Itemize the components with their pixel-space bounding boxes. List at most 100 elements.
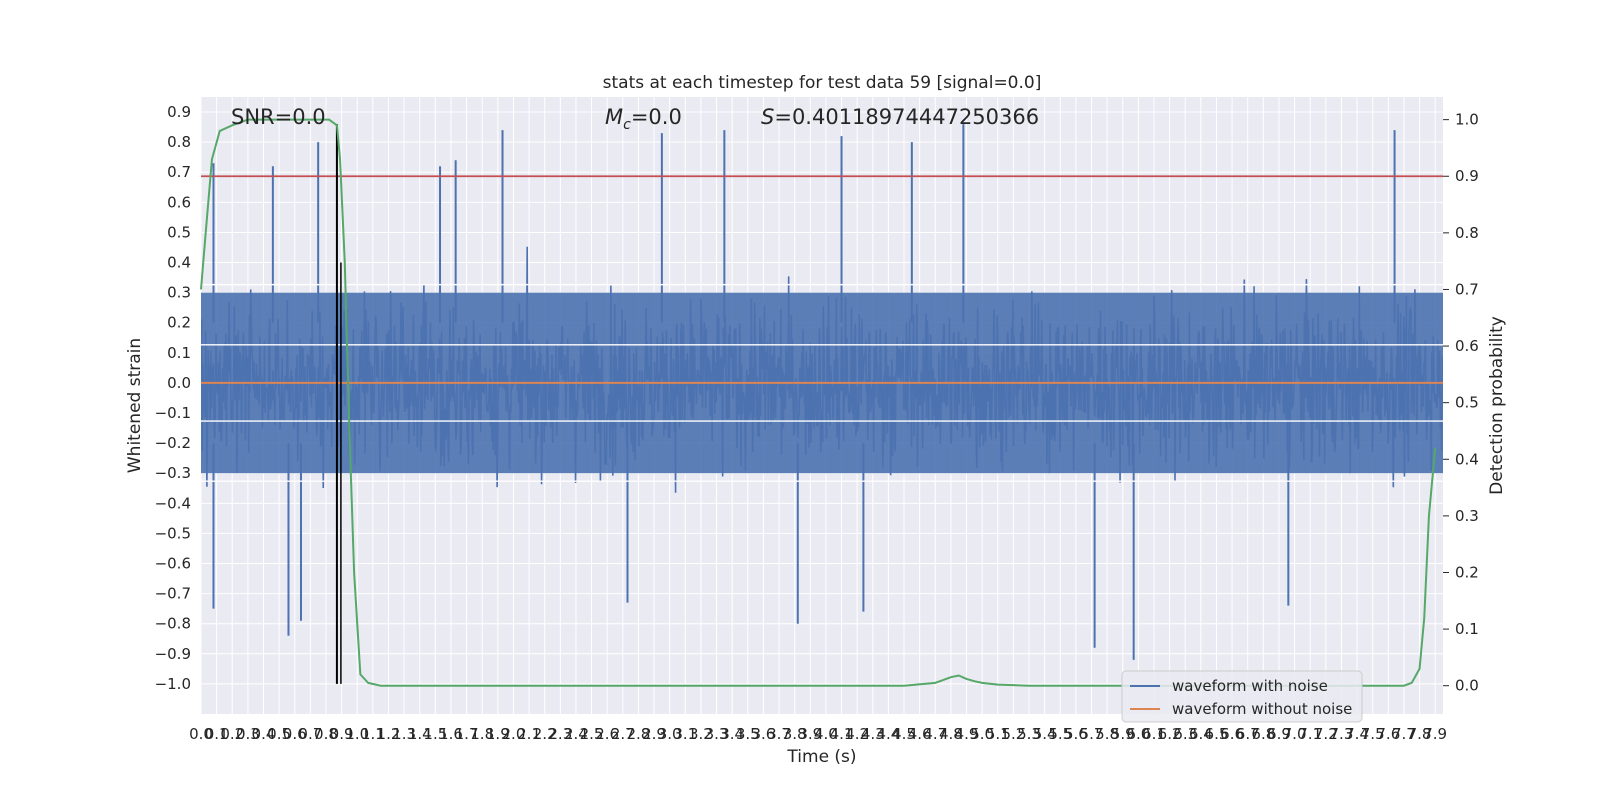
y-tick-label: 0.4 (167, 254, 191, 272)
x-tick-label: 4.3 (861, 725, 885, 743)
x-tick-label: 2.6 (595, 725, 619, 743)
y-tick-label: −0.6 (155, 555, 191, 573)
chart-title: stats at each timestep for test data 59 … (603, 73, 1042, 93)
x-tick-label: 6.3 (1173, 725, 1197, 743)
x-tick-label: 0.0 (189, 725, 213, 743)
x-tick-label: 3.5 (736, 725, 760, 743)
x-tick-label: 5.4 (1033, 725, 1057, 743)
y-tick-label: 0.1 (167, 344, 191, 362)
x-tick-label: 6.0 (1126, 725, 1150, 743)
ticks-layer: 0.00.10.20.30.40.50.60.70.80.91.01.11.21… (155, 103, 1479, 743)
x-tick-label: 5.9 (1111, 725, 1135, 743)
x-tick-label: 6.2 (1158, 725, 1182, 743)
x-tick-label: 5.1 (986, 725, 1010, 743)
mc-symbol: M (605, 105, 623, 129)
y2-tick-label: 0.2 (1455, 563, 1479, 581)
x-tick-label: 3.2 (689, 725, 713, 743)
x-tick-label: 7.2 (1314, 725, 1338, 743)
y-tick-label: −0.3 (155, 464, 191, 482)
y-tick-label: −0.7 (155, 585, 191, 603)
x-tick-label: 7.1 (1298, 725, 1322, 743)
x-tick-label: 4.1 (830, 725, 854, 743)
x-tick-label: 2.2 (533, 725, 557, 743)
x-axis-label: Time (s) (786, 747, 856, 767)
x-tick-label: 0.3 (236, 725, 260, 743)
x-tick-label: 2.8 (627, 725, 651, 743)
x-tick-label: 2.3 (548, 725, 572, 743)
x-tick-label: 4.5 (892, 725, 916, 743)
x-tick-label: 2.9 (642, 725, 666, 743)
x-tick-label: 0.9 (330, 725, 354, 743)
y-tick-label: 0.8 (167, 133, 191, 151)
x-tick-label: 7.6 (1376, 725, 1400, 743)
x-tick-label: 1.0 (345, 725, 369, 743)
y-tick-label: 0.3 (167, 284, 191, 302)
y2-tick-label: 0.6 (1455, 337, 1479, 355)
x-tick-label: 0.1 (205, 725, 229, 743)
y2-tick-label: 0.9 (1455, 167, 1479, 185)
x-tick-label: 3.4 (720, 725, 744, 743)
x-tick-label: 5.3 (1017, 725, 1041, 743)
x-tick-label: 1.2 (377, 725, 401, 743)
x-tick-label: 5.0 (970, 725, 994, 743)
x-tick-label: 1.3 (392, 725, 416, 743)
y2-axis-label: Detection probability (1487, 316, 1507, 495)
y-tick-label: −1.0 (155, 675, 191, 693)
x-tick-label: 6.8 (1251, 725, 1275, 743)
x-tick-label: 1.5 (423, 725, 447, 743)
x-tick-label: 2.0 (502, 725, 526, 743)
x-tick-label: 4.4 (876, 725, 900, 743)
mc-subscript: c (623, 117, 631, 133)
legend-box (1121, 670, 1363, 723)
x-tick-label: 5.6 (1064, 725, 1088, 743)
y2-tick-label: 0.4 (1455, 450, 1479, 468)
legend: waveform with noise waveform without noi… (1121, 670, 1363, 723)
y2-tick-label: 0.0 (1455, 677, 1479, 695)
y-tick-label: 0.6 (167, 193, 191, 211)
x-tick-label: 2.5 (580, 725, 604, 743)
s-symbol: S (761, 105, 774, 129)
x-tick-label: 7.8 (1408, 725, 1432, 743)
x-tick-label: 0.4 (252, 725, 276, 743)
legend-entry-waveform-without-noise: waveform without noise (1172, 700, 1352, 718)
x-tick-label: 1.4 (408, 725, 432, 743)
y-tick-label: −0.1 (155, 404, 191, 422)
x-tick-label: 3.3 (705, 725, 729, 743)
x-tick-label: 4.0 (814, 725, 838, 743)
y2-tick-label: 0.1 (1455, 620, 1479, 638)
x-tick-label: 5.8 (1095, 725, 1119, 743)
y-tick-label: 0.7 (167, 163, 191, 181)
x-tick-label: 3.9 (798, 725, 822, 743)
y-tick-label: −0.5 (155, 524, 191, 542)
x-tick-label: 4.8 (939, 725, 963, 743)
x-tick-label: 6.5 (1205, 725, 1229, 743)
x-tick-label: 7.4 (1345, 725, 1369, 743)
x-tick-label: 2.7 (611, 725, 635, 743)
x-tick-label: 1.9 (486, 725, 510, 743)
x-tick-label: 4.7 (923, 725, 947, 743)
x-tick-label: 2.1 (517, 725, 541, 743)
mc-annotation: Mc=0.0 (605, 105, 682, 133)
x-tick-label: 4.9 (955, 725, 979, 743)
y2-tick-label: 1.0 (1455, 111, 1479, 129)
x-tick-label: 5.2 (1001, 725, 1025, 743)
y2-tick-label: 0.3 (1455, 507, 1479, 525)
x-tick-label: 3.1 (673, 725, 697, 743)
s-value: =0.40118974447250366 (774, 105, 1039, 129)
y-tick-label: 0.2 (167, 314, 191, 332)
s-annotation: S=0.40118974447250366 (761, 105, 1039, 129)
y-tick-label: −0.8 (155, 615, 191, 633)
x-tick-label: 0.6 (283, 725, 307, 743)
x-tick-label: 7.0 (1283, 725, 1307, 743)
x-tick-label: 3.7 (767, 725, 791, 743)
legend-entry-waveform-with-noise: waveform with noise (1172, 677, 1328, 695)
x-tick-label: 0.2 (220, 725, 244, 743)
x-tick-label: 7.3 (1330, 725, 1354, 743)
y-tick-label: 0.9 (167, 103, 191, 121)
y-tick-label: 0.5 (167, 223, 191, 241)
x-tick-label: 1.7 (455, 725, 479, 743)
x-tick-label: 5.7 (1080, 725, 1104, 743)
y-tick-label: 0.0 (167, 374, 191, 392)
x-tick-label: 6.6 (1220, 725, 1244, 743)
